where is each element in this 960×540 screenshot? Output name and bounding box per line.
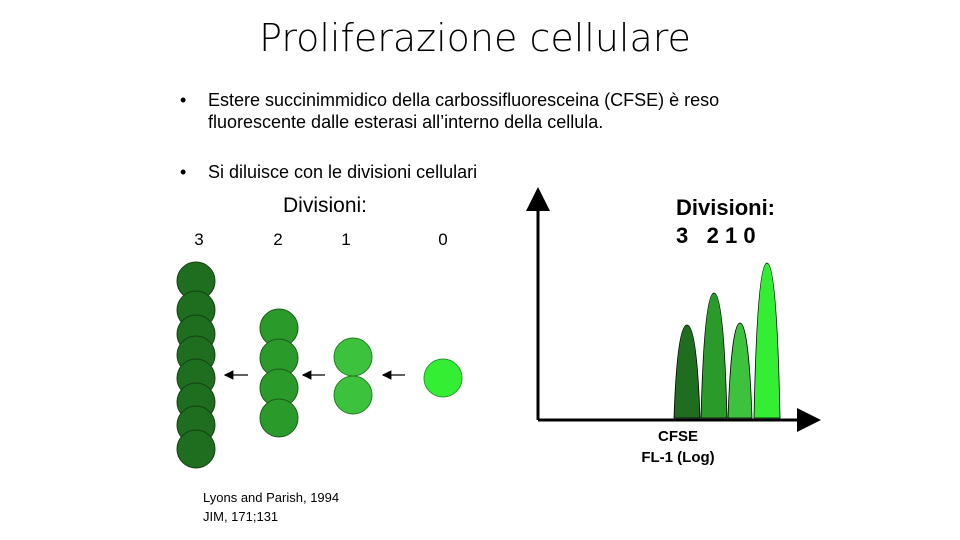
left-heading: Divisioni: xyxy=(283,194,368,217)
cells-gen1 xyxy=(333,337,373,415)
bullet-text: Estere succinimmidico della carbossifluo… xyxy=(208,90,720,132)
cells-gen3 xyxy=(176,261,216,469)
column-label: 3 xyxy=(194,230,204,249)
generation-label: 3 xyxy=(676,223,689,248)
cells-gen2 xyxy=(259,308,299,438)
column-label: 2 xyxy=(273,230,283,249)
column-label: 0 xyxy=(438,230,448,249)
generation-label: 2 xyxy=(706,223,719,248)
citation: Lyons and Parish, 1994 xyxy=(203,490,340,505)
generation-label: 1 xyxy=(724,223,738,248)
right-heading: Divisioni: xyxy=(676,195,776,220)
histogram-axes xyxy=(526,187,821,432)
histogram-peaks xyxy=(673,262,781,419)
cell-gen0 xyxy=(423,358,463,398)
slide-title: Proliferazione cellulare xyxy=(259,16,691,60)
axis-label: FL-1 (Log) xyxy=(641,449,715,466)
axis-label: CFSE xyxy=(657,428,698,445)
generations: 3 2 1 0 xyxy=(676,223,756,249)
citation: JIM, 171;131 xyxy=(203,509,279,524)
column-label: 1 xyxy=(341,230,351,249)
bullet-text: Si diluisce con le divisioni cellulari xyxy=(208,162,478,182)
generation-label: 0 xyxy=(743,223,756,248)
